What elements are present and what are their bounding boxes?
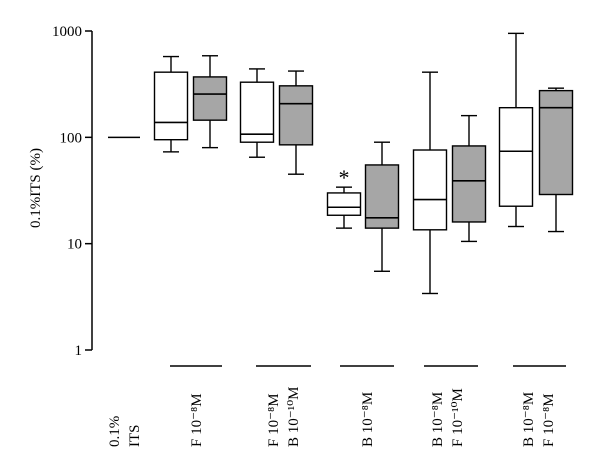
- x-category-label: B 10⁻¹⁰M: [286, 386, 302, 447]
- box-iqr: [451, 145, 487, 223]
- box-iqr: [326, 192, 362, 216]
- significance-marker: *: [339, 165, 350, 190]
- x-category-label: F 10⁻⁸M: [266, 393, 282, 447]
- box-1: [153, 55, 189, 153]
- y-tick-label: 1: [75, 343, 83, 359]
- x-category-label: F 10⁻⁸M: [189, 393, 205, 447]
- x-category-labels: 0.1% ITS F 10⁻⁸M F 10⁻⁸M B 10⁻¹⁰M B 10⁻⁸M B 10…: [107, 365, 566, 448]
- box-2: [192, 55, 228, 149]
- box-iqr: [239, 81, 275, 143]
- y-axis: 1 10 100 1000: [52, 24, 93, 359]
- y-tick-label: 1000: [52, 24, 82, 40]
- x-category-label: ITS: [127, 425, 143, 448]
- box-iqr: [364, 164, 400, 229]
- x-category-label: B 10⁻⁸M: [521, 392, 537, 447]
- y-tick-label: 10: [67, 237, 82, 253]
- box-9: [498, 32, 534, 228]
- box-iqr: [538, 89, 574, 196]
- box-iqr: [278, 85, 314, 146]
- box-4: [278, 70, 314, 175]
- x-category-label: F 10⁻⁸M: [541, 393, 557, 447]
- box-8: [451, 114, 487, 243]
- box-10: [538, 87, 574, 233]
- box-iqr: [412, 149, 448, 231]
- x-category-label: B 10⁻⁸M: [360, 392, 376, 447]
- x-category-label: 0.1%: [107, 416, 123, 447]
- box-5: *: [326, 165, 362, 229]
- box-3: [239, 68, 275, 158]
- x-category-label: F 10⁻¹⁰M: [450, 388, 466, 447]
- box-6: [364, 141, 400, 272]
- plot-marks: *: [108, 32, 574, 295]
- y-axis-title: 0.1%ITS (%): [28, 148, 44, 228]
- box-iqr: [498, 106, 534, 207]
- box-iqr: [192, 76, 228, 121]
- y-tick-label: 100: [60, 130, 83, 146]
- box-iqr: [153, 71, 189, 141]
- x-category-label: B 10⁻⁸M: [430, 392, 446, 447]
- box-7: [412, 71, 448, 295]
